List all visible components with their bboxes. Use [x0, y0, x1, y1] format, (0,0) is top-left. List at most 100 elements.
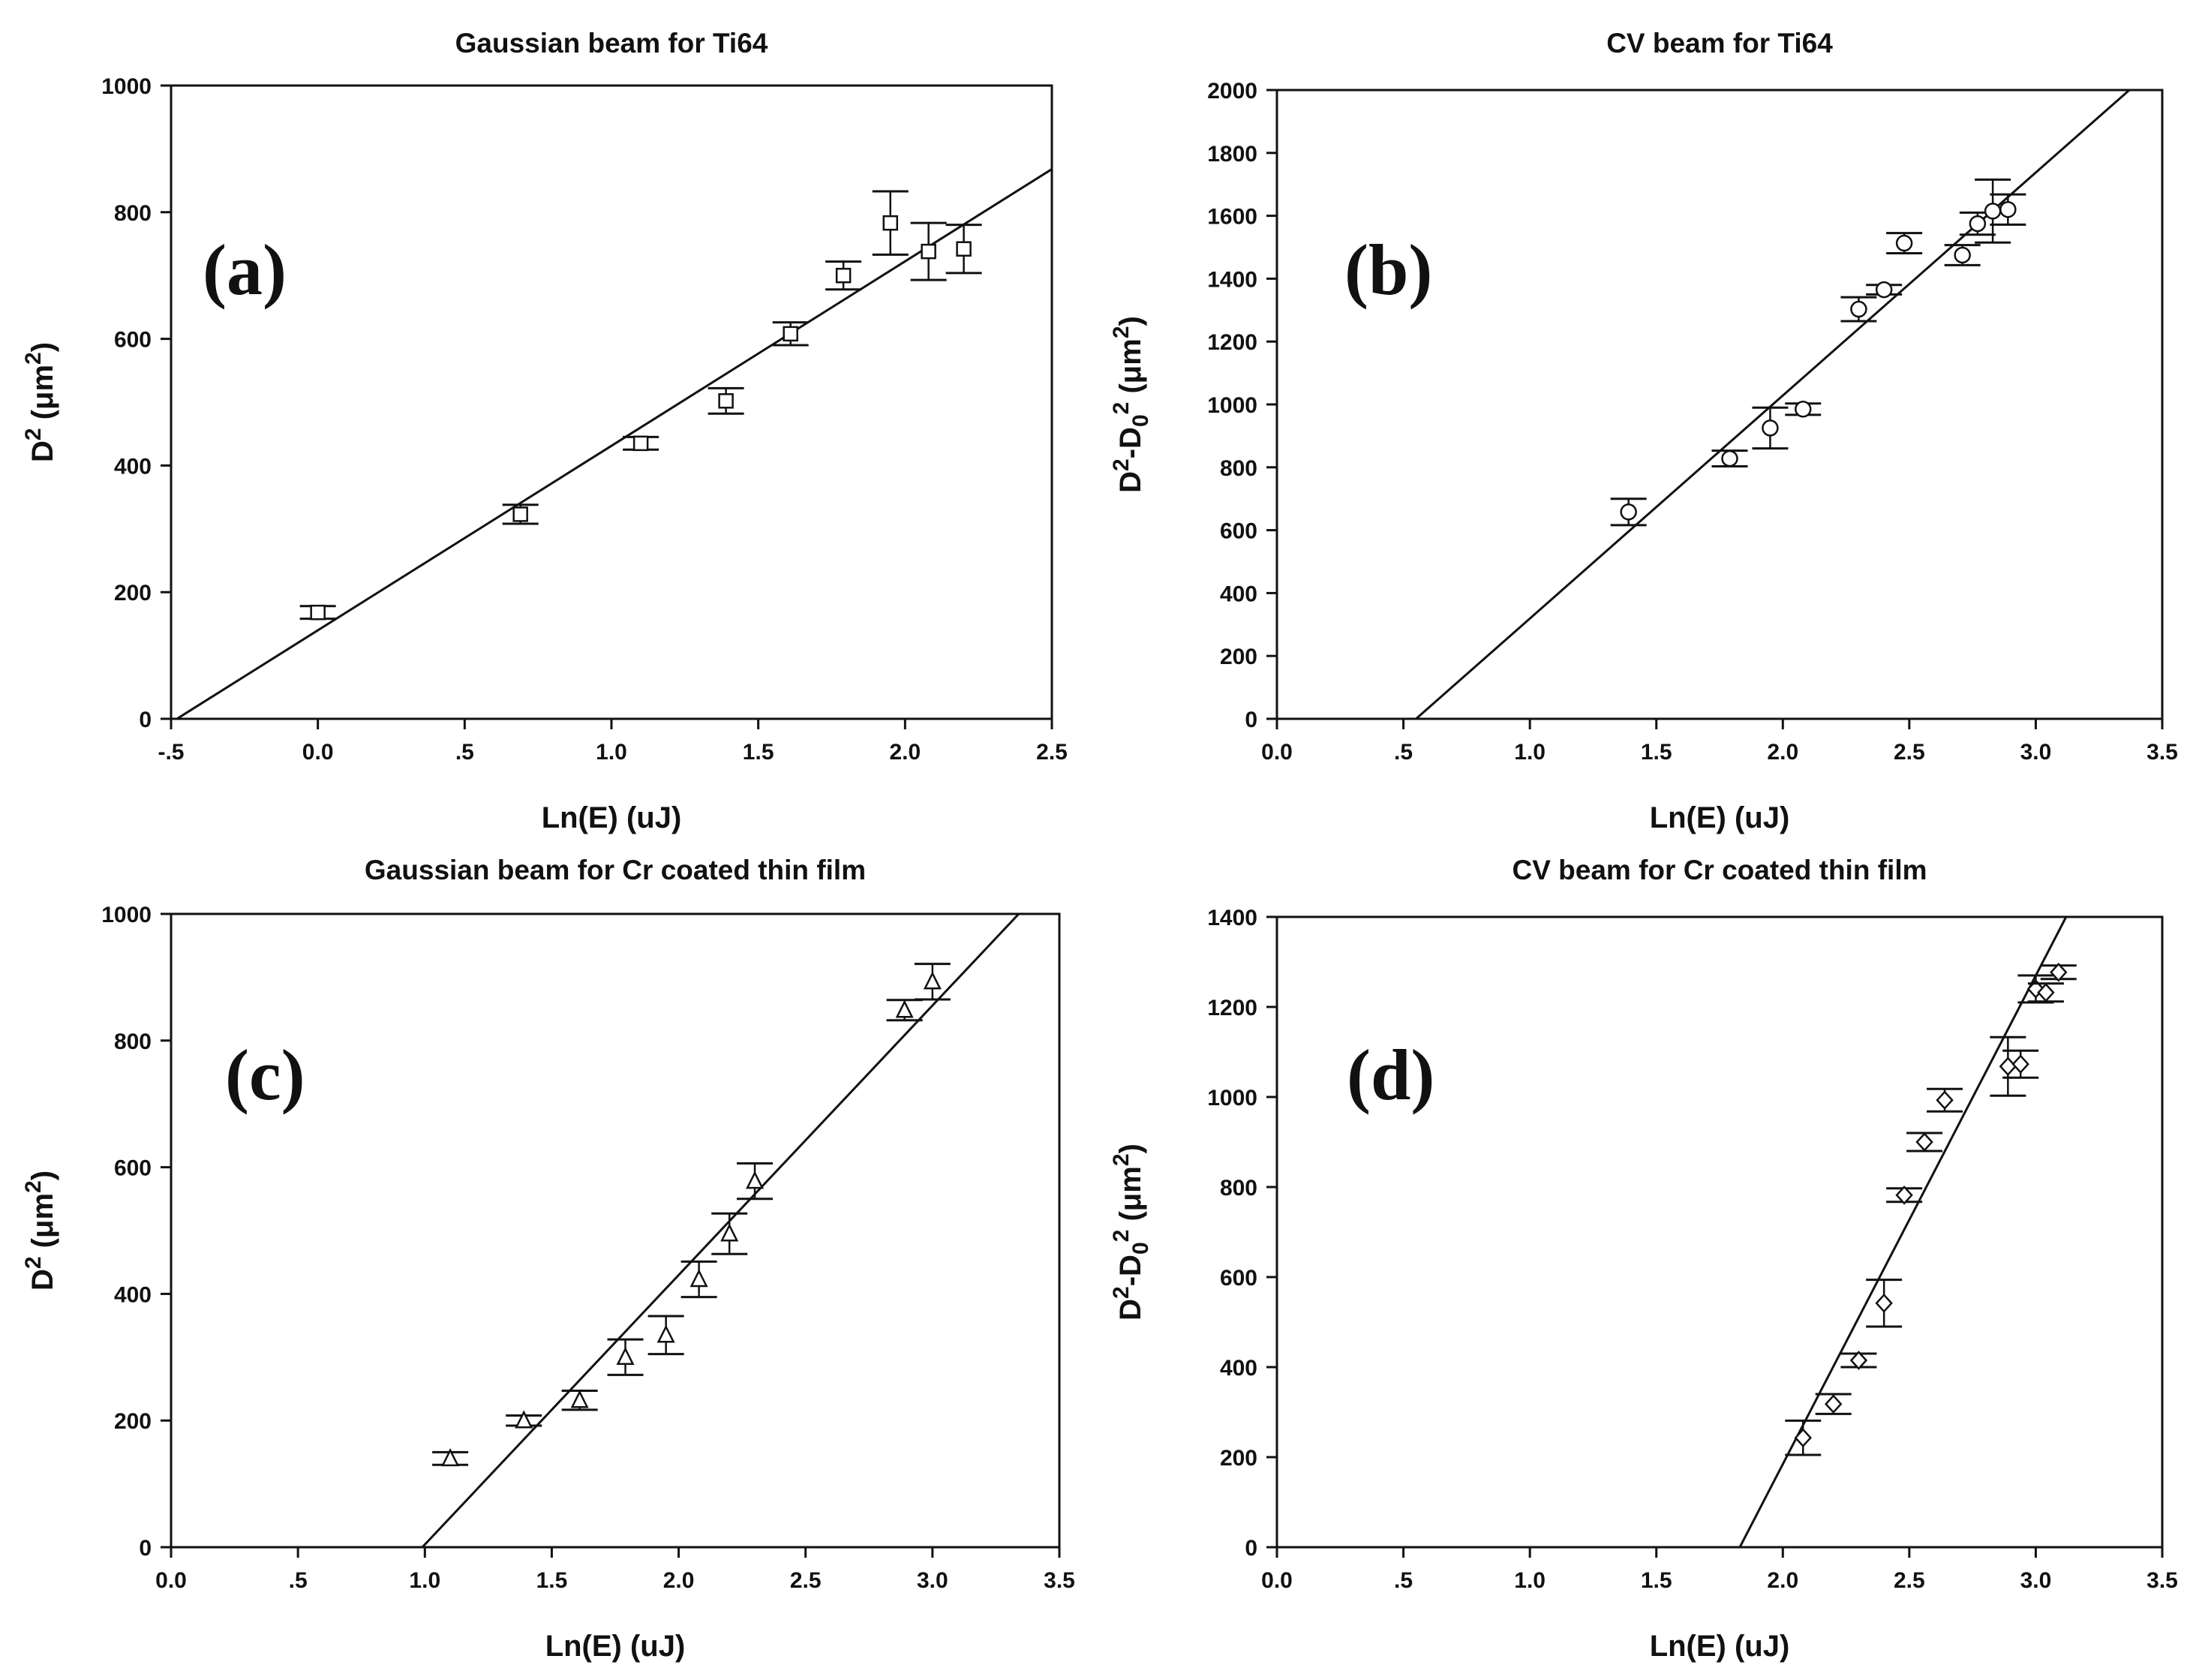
data-point: [1927, 1087, 1963, 1113]
marker-circle: [1620, 503, 1637, 521]
chart-title: Gaussian beam for Cr coated thin film: [365, 855, 866, 885]
marker-diamond: [2050, 962, 2068, 982]
x-tick-label: 1.0: [409, 1568, 440, 1593]
y-label-part: (: [1114, 1211, 1147, 1230]
data-point: [1752, 406, 1789, 450]
data-point: [707, 386, 744, 415]
data-point: [680, 1260, 717, 1299]
y-label-part: ): [26, 342, 59, 352]
marker-square: [921, 243, 936, 260]
y-label-sup: 2: [21, 1256, 46, 1269]
chart-title: CV beam for Ti64: [1606, 28, 1833, 59]
y-tick-label: 400: [114, 1282, 152, 1307]
panel-label: (b): [1344, 230, 1432, 310]
y-tick-label: 0: [139, 708, 152, 732]
panel-label: (a): [203, 230, 287, 310]
data-point: [825, 260, 862, 291]
y-label-part: m: [1114, 338, 1147, 365]
y-label-part: D: [26, 440, 59, 462]
y-label-part: -D: [1114, 427, 1147, 458]
x-tick-label: 3.5: [2146, 740, 2178, 765]
marker-diamond: [2011, 1054, 2029, 1074]
marker-diamond: [1936, 1090, 1954, 1110]
y-tick-label: 1000: [1207, 393, 1257, 418]
y-axis-label: D2 (μm2): [21, 342, 59, 462]
data-point: [945, 224, 982, 275]
y-tick-label: 200: [1220, 1446, 1257, 1471]
marker-circle: [1875, 281, 1893, 299]
data-point: [886, 999, 923, 1022]
data-point: [1944, 244, 1981, 266]
data-point: [914, 963, 951, 1001]
x-tick-label: 3.0: [917, 1568, 948, 1593]
data-point: [1840, 296, 1877, 323]
marker-diamond: [1999, 1056, 2017, 1077]
y-tick-label: 1200: [1207, 330, 1257, 355]
y-tick-label: 600: [114, 328, 152, 353]
data-point: [737, 1162, 774, 1201]
y-label-sup: 2: [21, 428, 46, 440]
y-label-sup: 2: [21, 352, 46, 365]
data-point: [1886, 232, 1923, 254]
data-point: [2002, 1049, 2039, 1079]
y-label-sup: 2: [1109, 1286, 1134, 1299]
fit-line: [1738, 916, 2068, 1548]
data-point: [432, 1448, 469, 1467]
data-point: [561, 1390, 598, 1411]
marker-circle: [1795, 401, 1812, 418]
x-tick-label: 2.0: [1767, 1568, 1798, 1593]
y-label-part: ): [1114, 316, 1147, 326]
marker-circle: [1954, 246, 1971, 264]
y-label-part: μ: [1114, 1193, 1147, 1211]
y-tick-label: 600: [1220, 519, 1257, 544]
y-label-part: (: [26, 409, 59, 428]
y-tick-label: 800: [1220, 456, 1257, 481]
y-label-sub: 0: [1128, 1242, 1153, 1255]
marker-circle: [1721, 449, 1738, 467]
x-tick-label: -.5: [158, 740, 184, 765]
y-tick-label: 1400: [1207, 906, 1257, 930]
y-label-part: μ: [1114, 365, 1147, 383]
marker-triangle: [616, 1347, 635, 1366]
y-axis-label: D2-D02 (μm2): [1109, 1144, 1153, 1321]
x-tick-label: 2.0: [889, 740, 921, 765]
x-tick-label: 2.5: [1036, 740, 1068, 765]
data-point: [1610, 497, 1647, 527]
data-point: [910, 221, 947, 281]
y-label-part: (: [1114, 383, 1147, 402]
y-tick-label: 0: [1245, 708, 1257, 732]
plot-frame: [170, 912, 1061, 1549]
x-tick-label: 1.0: [596, 740, 627, 765]
x-tick-label: 1.5: [743, 740, 774, 765]
marker-triangle: [515, 1410, 533, 1429]
x-tick-label: .5: [455, 740, 474, 765]
marker-triangle: [923, 971, 942, 990]
y-tick-label: 1000: [101, 74, 152, 99]
marker-diamond: [1915, 1132, 1933, 1152]
marker-triangle: [570, 1390, 589, 1408]
fit-line: [176, 168, 1053, 720]
marker-diamond: [1825, 1394, 1843, 1414]
marker-square: [310, 604, 326, 621]
marker-square: [882, 215, 899, 231]
y-tick-label: 400: [1220, 1356, 1257, 1381]
x-tick-label: 1.5: [1641, 1568, 1672, 1593]
x-tick-label: 1.5: [536, 1568, 568, 1593]
marker-square: [512, 506, 528, 522]
data-point: [1886, 1185, 1923, 1205]
x-tick-label: 0.0: [1261, 1568, 1293, 1593]
y-tick-label: 1800: [1207, 142, 1257, 167]
marker-square: [632, 435, 649, 452]
y-tick-label: 400: [114, 454, 152, 479]
y-tick-label: 1200: [1207, 996, 1257, 1020]
x-tick-label: 2.5: [1894, 740, 1925, 765]
marker-square: [718, 393, 734, 409]
plot-frame: [1275, 89, 2164, 720]
y-tick-label: 400: [1220, 582, 1257, 606]
fit-line: [421, 912, 1020, 1549]
data-point: [1815, 1393, 1852, 1415]
y-tick-label: 1000: [1207, 1086, 1257, 1110]
y-tick-label: 600: [114, 1156, 152, 1181]
marker-diamond: [1849, 1351, 1868, 1370]
y-tick-label: 800: [114, 1029, 152, 1054]
